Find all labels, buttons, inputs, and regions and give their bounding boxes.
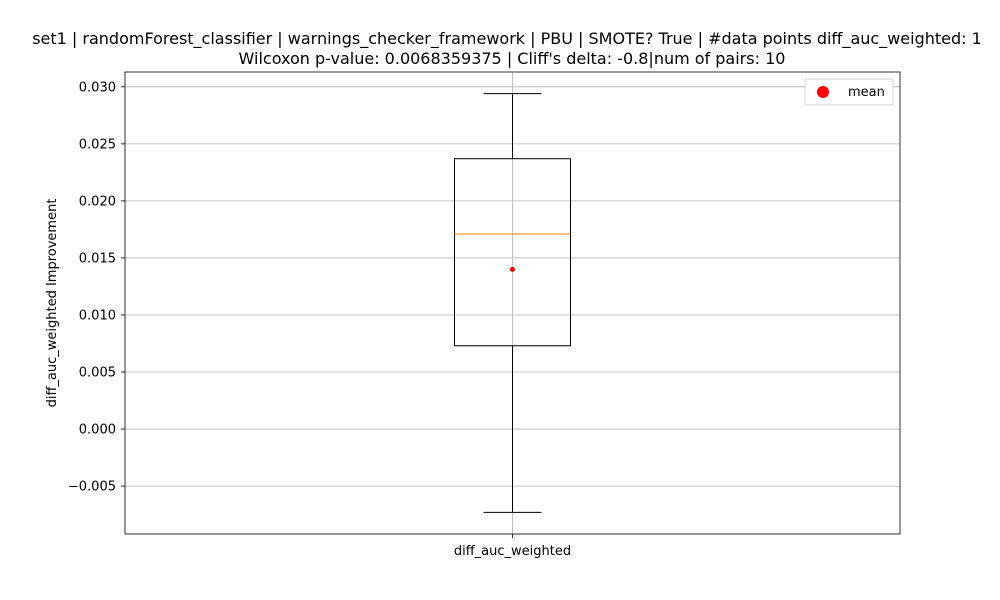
legend-mean-marker [817,86,829,98]
x-tick-label: diff_auc_weighted [454,544,571,559]
y-tick-label: 0.020 [79,194,116,209]
y-tick-label: 0.005 [79,366,116,381]
chart-title-line-2: Wilcoxon p-value: 0.0068359375 | Cliff's… [239,49,786,68]
mean-marker [510,267,515,272]
y-tick-label: 0.030 [79,80,116,95]
legend-mean-label: mean [848,85,885,100]
y-tick-label: 0.010 [79,308,116,323]
legend: mean [805,79,893,105]
chart-title-line-1: set1 | randomForest_classifier | warning… [32,29,982,49]
y-tick-label: 0.000 [79,423,116,438]
y-axis-label: diff_auc_weighted Improvement [45,199,60,408]
y-tick-label: 0.025 [79,137,116,152]
y-tick-label: 0.015 [79,251,116,266]
y-tick-label: −0.005 [68,480,116,495]
